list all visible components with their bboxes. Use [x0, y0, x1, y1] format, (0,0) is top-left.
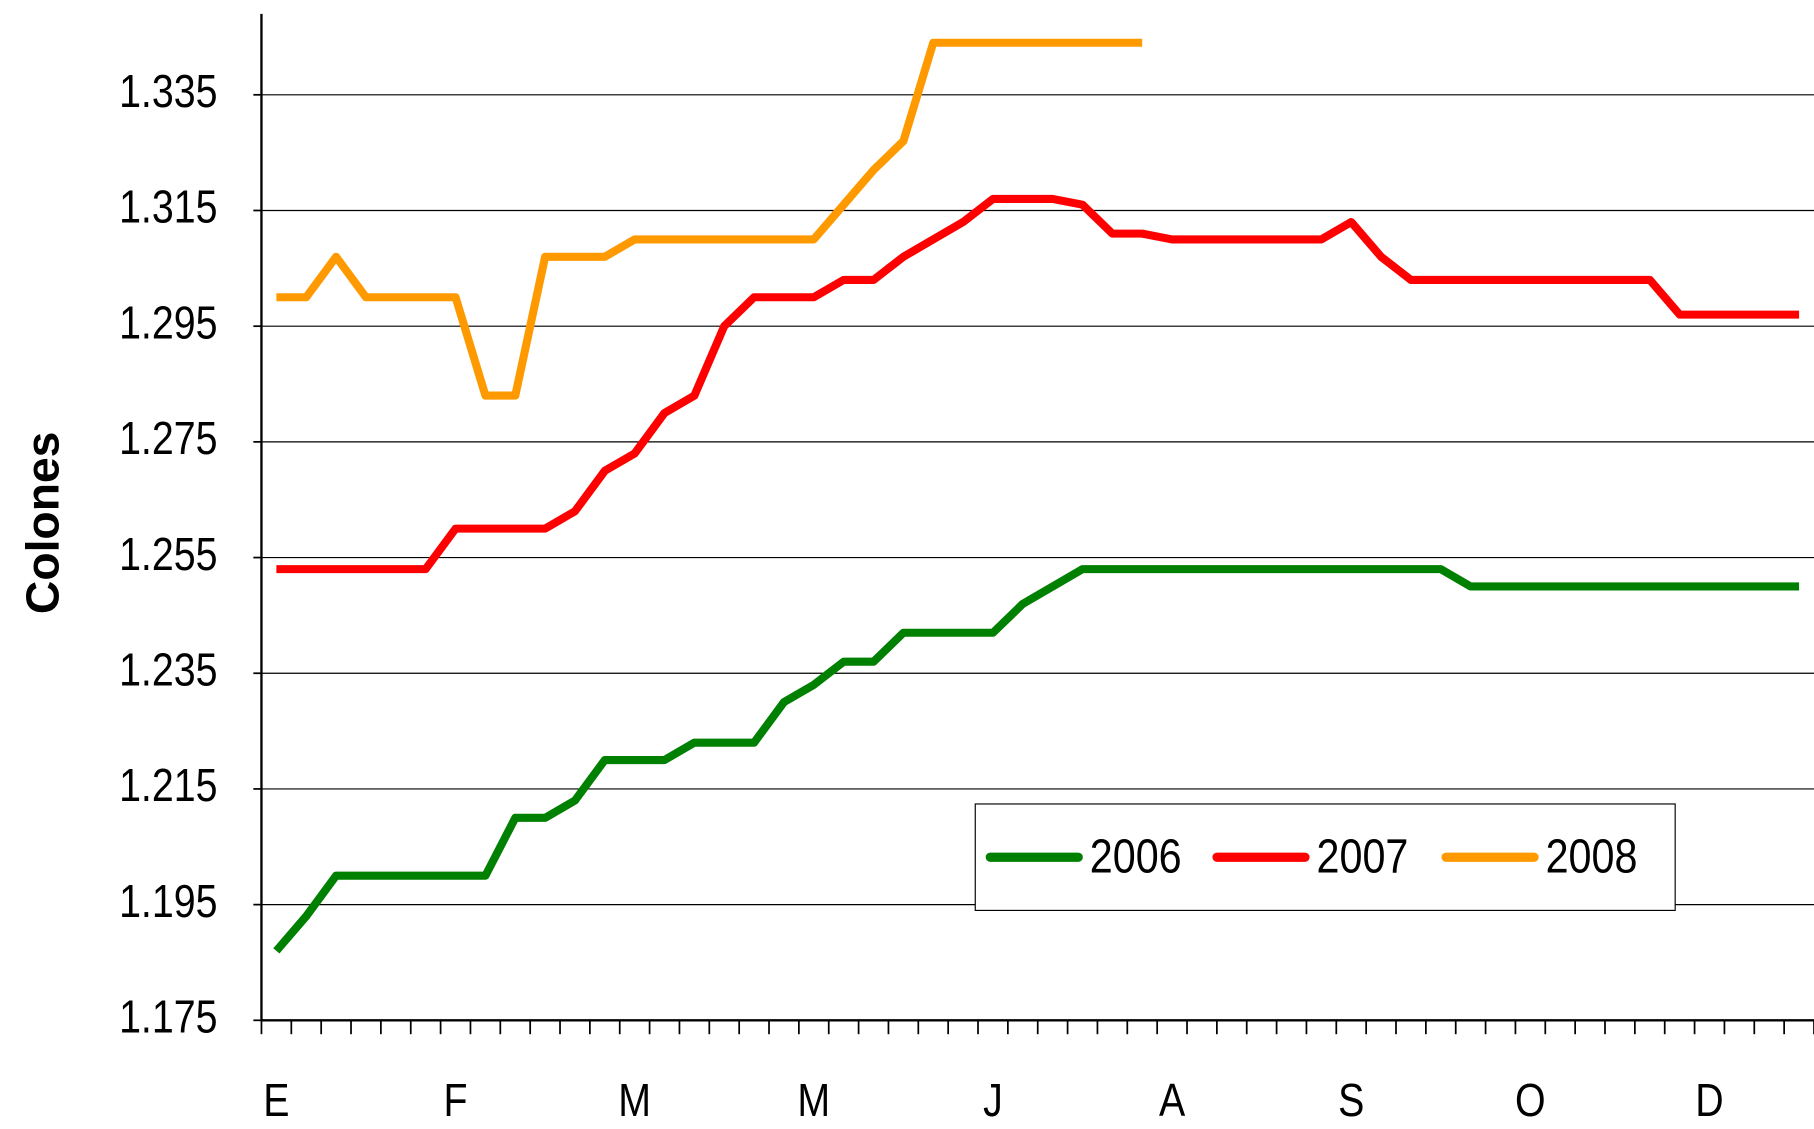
legend-label: 2007	[1317, 828, 1409, 883]
y-tick-label: 1.295	[119, 297, 217, 349]
y-tick-label: 1.195	[119, 876, 217, 928]
y-tick-label: 1.255	[119, 529, 217, 581]
legend-label: 2008	[1546, 828, 1638, 883]
x-tick-label: O	[1515, 1075, 1546, 1127]
x-tick-label: F	[444, 1075, 468, 1127]
x-tick-label: S	[1338, 1075, 1364, 1127]
x-tick-label: M	[797, 1075, 830, 1127]
x-tick-label: A	[1159, 1075, 1186, 1127]
x-tick-label: J	[983, 1075, 1003, 1127]
y-tick-label: 1.175	[119, 992, 217, 1044]
legend-label: 2006	[1090, 828, 1182, 883]
y-tick-label: 1.335	[119, 66, 217, 118]
y-axis-label: Colones	[16, 432, 68, 615]
x-tick-label: M	[618, 1075, 651, 1127]
legend-box	[974, 803, 1676, 911]
series-line	[276, 194, 1800, 574]
series-line	[276, 38, 1143, 400]
y-tick-label: 1.215	[119, 760, 217, 812]
y-tick-label: 1.275	[119, 413, 217, 465]
y-tick-label: 1.235	[119, 645, 217, 697]
x-tick-label: D	[1695, 1075, 1723, 1127]
x-tick-label: E	[263, 1075, 289, 1127]
series-line	[273, 565, 1800, 954]
y-tick-label: 1.315	[119, 182, 217, 234]
